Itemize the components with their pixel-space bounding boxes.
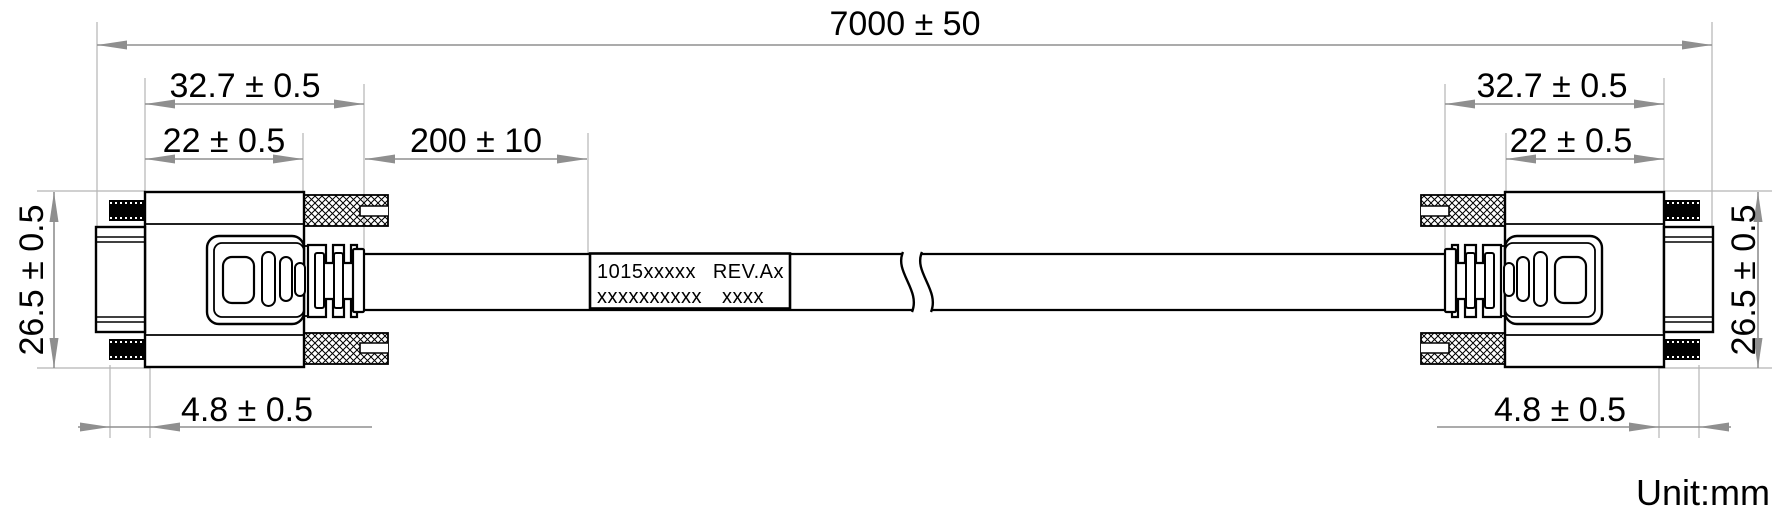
dim-label-distance: 200 ± 10: [365, 122, 587, 164]
dim-left-flange-thickness: 4.8 ± 0.5: [78, 391, 372, 432]
dim-right-connector-height: 26.5 ± 0.5: [1725, 192, 1763, 368]
dim-left-body-width: 22 ± 0.5: [145, 122, 303, 164]
dim-right-body-width: 22 ± 0.5: [1506, 122, 1664, 164]
dim-overall-length: 7000 ± 50: [97, 5, 1712, 50]
dim-right-flange-thickness: 4.8 ± 0.5: [1437, 391, 1731, 432]
cable-break-symbol: [900, 251, 934, 313]
dim-left-connector-width: 32.7 ± 0.5: [145, 67, 364, 109]
dim-right-connector-width-text: 32.7 ± 0.5: [1477, 67, 1628, 105]
cable-label: 1015xxxxx REV.Ax xxxxxxxxxx xxxx: [588, 252, 792, 310]
cable-label-revision: REV.Ax: [713, 261, 784, 283]
dim-left-body-width-text: 22 ± 0.5: [163, 122, 286, 160]
dim-right-connector-height-text: 26.5 ± 0.5: [1725, 205, 1763, 356]
cable-label-box: [588, 252, 792, 310]
cable: [363, 251, 1446, 313]
extension-lines: [37, 22, 1772, 438]
dim-left-connector-height: 26.5 ± 0.5: [13, 192, 59, 368]
dim-right-flange-thickness-text: 4.8 ± 0.5: [1494, 391, 1626, 429]
dimension-layer: 7000 ± 50 32.7 ± 0.5 22 ± 0.5 200 ± 10: [13, 5, 1772, 438]
dim-left-flange-thickness-text: 4.8 ± 0.5: [181, 391, 313, 429]
dim-right-connector-width: 32.7 ± 0.5: [1445, 67, 1664, 109]
dim-left-connector-width-text: 32.7 ± 0.5: [170, 67, 321, 105]
unit-note: Unit:mm: [1636, 472, 1770, 513]
cable-label-part-number: 1015xxxxx: [597, 261, 696, 283]
dim-left-connector-height-text: 26.5 ± 0.5: [13, 205, 51, 356]
dim-overall-length-text: 7000 ± 50: [829, 5, 980, 43]
dim-right-body-width-text: 22 ± 0.5: [1510, 122, 1633, 160]
dim-label-distance-text: 200 ± 10: [410, 122, 542, 160]
left-connector: [94, 190, 390, 369]
cable-label-serial: xxxxxxxxxx: [597, 286, 702, 308]
cable-label-code: xxxx: [722, 286, 764, 308]
right-connector: [1419, 190, 1715, 369]
